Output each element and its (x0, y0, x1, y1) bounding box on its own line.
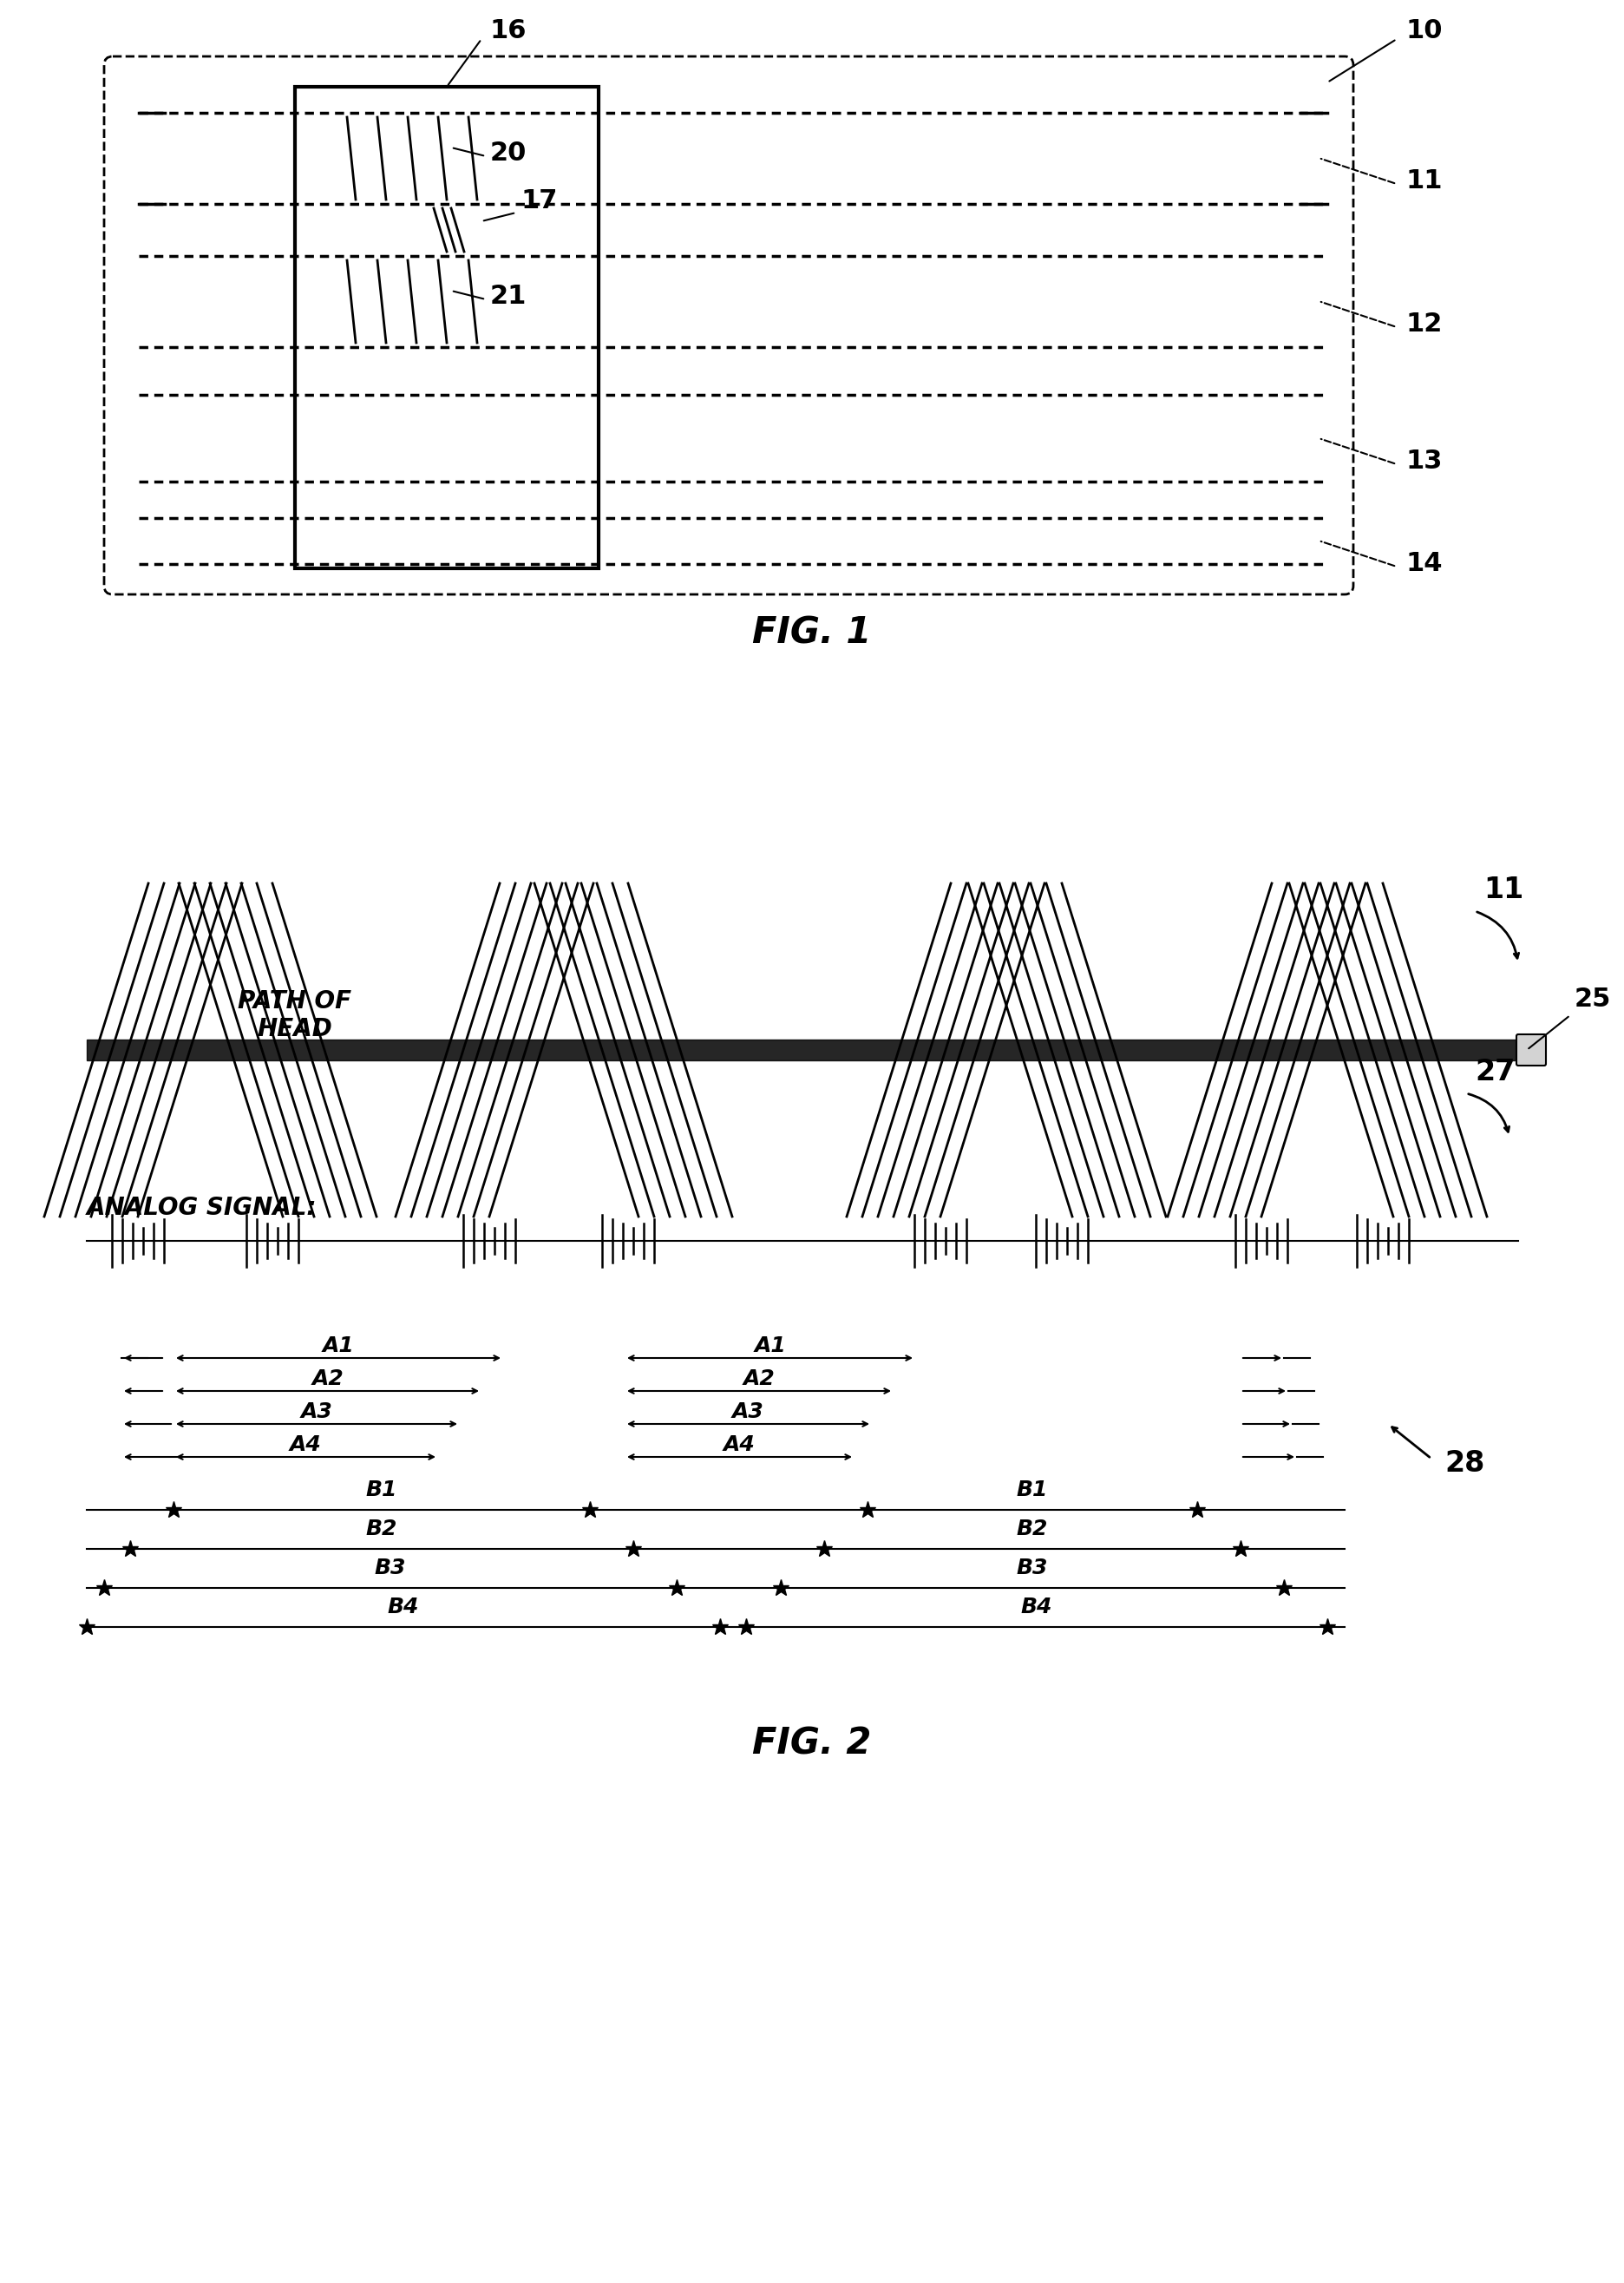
Text: 17: 17 (521, 187, 557, 215)
Text: 10: 10 (1405, 18, 1442, 43)
Text: FIG. 2: FIG. 2 (752, 1726, 872, 1762)
FancyBboxPatch shape (1517, 1034, 1546, 1066)
Text: 27: 27 (1475, 1057, 1515, 1087)
Text: ANALOG SIGNAL:: ANALOG SIGNAL: (86, 1196, 317, 1219)
Text: A2: A2 (312, 1368, 343, 1390)
Text: FIG. 1: FIG. 1 (752, 614, 872, 651)
Text: 25: 25 (1575, 986, 1611, 1011)
Text: A4: A4 (724, 1434, 755, 1454)
Text: B3: B3 (1017, 1557, 1047, 1578)
Text: B4: B4 (1021, 1596, 1052, 1616)
Text: B2: B2 (365, 1518, 398, 1539)
Text: B1: B1 (365, 1479, 398, 1500)
Text: B4: B4 (388, 1596, 419, 1616)
Text: 12: 12 (1405, 310, 1442, 336)
Text: A3: A3 (300, 1402, 333, 1422)
Text: B1: B1 (1017, 1479, 1047, 1500)
Text: PATH OF
HEAD: PATH OF HEAD (239, 989, 352, 1041)
Text: B3: B3 (375, 1557, 406, 1578)
Text: 13: 13 (1405, 450, 1442, 475)
Text: 14: 14 (1405, 550, 1442, 575)
Text: 16: 16 (490, 18, 528, 43)
Text: 28: 28 (1444, 1450, 1484, 1477)
Text: B2: B2 (1017, 1518, 1047, 1539)
Text: 11: 11 (1483, 877, 1523, 904)
Text: 20: 20 (490, 142, 526, 167)
Text: A2: A2 (744, 1368, 775, 1390)
Text: A3: A3 (732, 1402, 765, 1422)
Text: A1: A1 (754, 1336, 786, 1356)
Text: A1: A1 (323, 1336, 354, 1356)
Text: 11: 11 (1405, 169, 1442, 194)
Text: 21: 21 (490, 283, 526, 308)
Text: A4: A4 (289, 1434, 322, 1454)
